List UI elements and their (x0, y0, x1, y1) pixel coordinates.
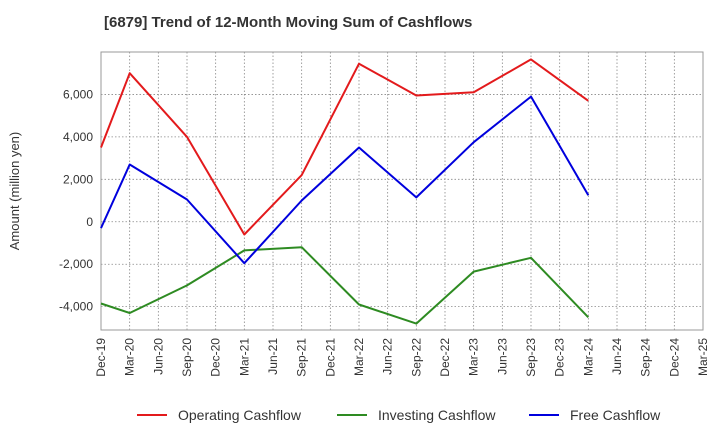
x-tick-label: Dec-19 (94, 338, 108, 377)
series-line-2 (100, 246, 590, 325)
series-lines (100, 58, 590, 325)
x-tick-label: Jun-21 (266, 338, 280, 375)
x-tick-label: Mar-23 (467, 338, 481, 376)
x-tick-label: Mar-22 (352, 338, 366, 376)
y-tick-label: 6,000 (63, 87, 93, 101)
x-tick-label: Sep-20 (180, 338, 194, 377)
x-tick-label: Sep-21 (295, 338, 309, 377)
x-tick-label: Sep-24 (639, 338, 653, 377)
y-tick-label: 4,000 (63, 130, 93, 144)
x-tick-label: Jun-22 (381, 338, 395, 375)
x-tick-label: Mar-25 (696, 338, 710, 376)
x-tick-label: Jun-24 (610, 338, 624, 375)
y-tick-label: -4,000 (59, 300, 93, 314)
x-tick-label: Dec-22 (438, 338, 452, 377)
chart-title: [6879] Trend of 12-Month Moving Sum of C… (104, 14, 473, 31)
x-tick-label: Mar-20 (123, 338, 137, 376)
plot-frame (100, 51, 704, 331)
y-tick-label: 2,000 (63, 172, 93, 186)
x-tick-label: Dec-21 (323, 338, 337, 377)
x-tick-label: Sep-23 (524, 338, 538, 377)
x-tick-label: Dec-24 (667, 338, 681, 377)
grid (100, 52, 704, 330)
legend-label: Free Cashflow (570, 407, 661, 423)
x-tick-label: Jun-20 (151, 338, 165, 375)
legend-label: Operating Cashflow (178, 407, 302, 423)
series-line-1 (100, 58, 589, 236)
x-tick-label: Mar-24 (581, 338, 595, 376)
x-tick-label: Jun-23 (495, 338, 509, 375)
legend-label: Investing Cashflow (378, 407, 496, 423)
y-tick-label: 0 (86, 215, 93, 229)
x-tick-label: Mar-21 (237, 338, 251, 376)
y-axis-title: Amount (million yen) (7, 132, 22, 251)
x-tick-label: Dec-20 (209, 338, 223, 377)
x-tick-labels: Dec-19 Mar-20 Jun-20 Sep-20 Dec-20 Mar-21 Jun-… (94, 338, 710, 377)
series-line-3 (100, 95, 590, 265)
legend: Operating Cashflow Investing Cashflow Free… (137, 407, 661, 423)
y-tick-labels: -4,000 -2,000 0 2,000 4,000 6,000 (59, 87, 93, 313)
x-tick-label: Sep-22 (409, 338, 423, 377)
x-tick-label: Dec-23 (553, 338, 567, 377)
y-tick-label: -2,000 (59, 257, 93, 271)
